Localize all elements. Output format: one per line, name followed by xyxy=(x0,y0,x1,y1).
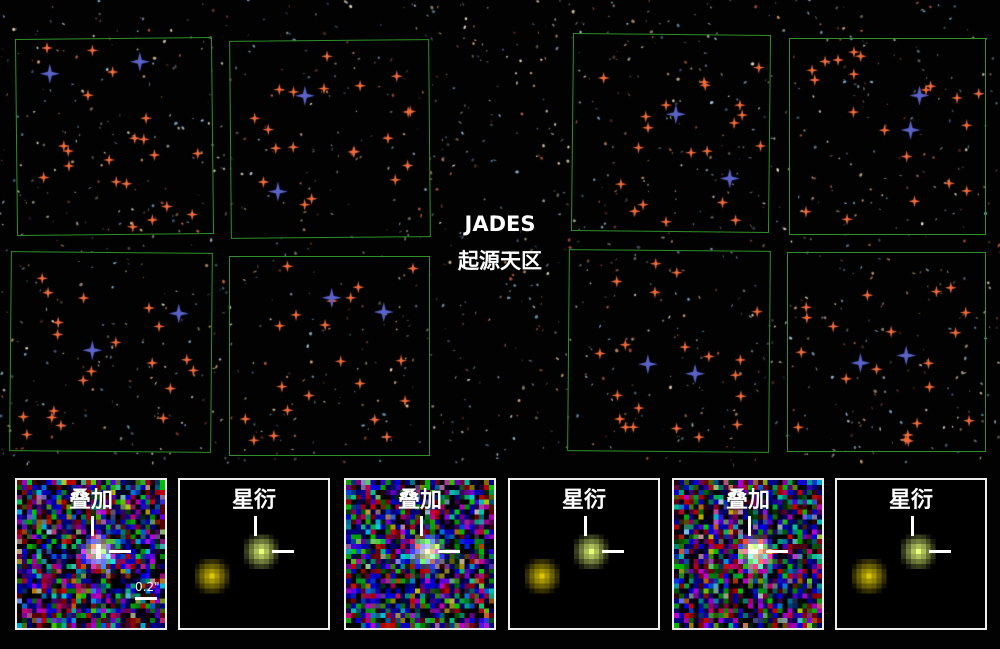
cutout-panel-3: 叠加 xyxy=(344,478,496,630)
cutout-image xyxy=(346,480,494,628)
cutout-image xyxy=(837,480,985,628)
panel-label: 叠加 xyxy=(397,488,442,513)
panel-label: 星衍 xyxy=(888,488,933,513)
pointer-horizontal xyxy=(438,550,460,553)
survey-box-3 xyxy=(570,32,772,234)
cutout-panel-2: 星衍 xyxy=(178,478,330,630)
field-title: JADES xyxy=(464,212,536,236)
survey-box-2 xyxy=(229,39,431,239)
pointer-horizontal xyxy=(602,550,624,553)
pointer-vertical xyxy=(748,516,751,536)
pointer-vertical xyxy=(420,516,423,536)
panel-label: 星衍 xyxy=(561,488,606,513)
survey-box-5 xyxy=(9,251,213,453)
survey-box-8 xyxy=(787,252,986,452)
survey-box-7 xyxy=(567,249,771,453)
cutout-image xyxy=(180,480,328,628)
pointer-vertical xyxy=(584,516,587,536)
survey-box-1 xyxy=(14,36,215,237)
pointer-horizontal xyxy=(929,550,951,553)
panel-label: 叠加 xyxy=(68,488,113,513)
survey-box-6 xyxy=(229,256,430,456)
field-subtitle: 起源天区 xyxy=(458,249,542,273)
pointer-horizontal xyxy=(109,550,131,553)
pointer-vertical xyxy=(91,516,94,536)
cutout-image xyxy=(674,480,822,628)
cutout-image xyxy=(17,480,165,628)
cutout-panel-5: 叠加 xyxy=(672,478,824,630)
cutout-image xyxy=(510,480,658,628)
deep-field-background xyxy=(0,0,1000,470)
cutout-panel-4: 星衍 xyxy=(508,478,660,630)
scale-bar xyxy=(135,597,157,600)
scale-label: 0.2" xyxy=(135,580,160,594)
cutout-panel-6: 星衍 xyxy=(835,478,987,630)
pointer-horizontal xyxy=(272,550,294,553)
survey-box-4 xyxy=(789,38,986,235)
pointer-horizontal xyxy=(766,550,788,553)
pointer-vertical xyxy=(911,516,914,536)
panel-label: 星衍 xyxy=(231,488,276,513)
pointer-vertical xyxy=(254,516,257,536)
cutout-panel-1: 叠加 0.2" xyxy=(15,478,167,630)
panel-label: 叠加 xyxy=(725,488,770,513)
